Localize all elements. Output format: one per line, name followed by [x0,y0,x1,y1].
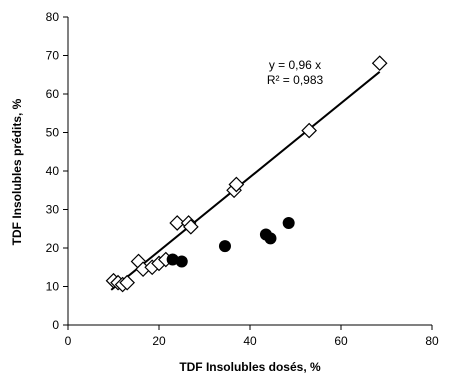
circle-point [264,232,277,245]
x-axis-ticks: 0 20 40 60 80 [65,325,439,348]
y-tick-label: 50 [46,126,60,140]
y-axis-ticks: 0 10 20 30 40 50 60 70 80 [46,10,68,332]
y-tick-label: 0 [52,318,59,332]
trendline [110,71,381,291]
x-tick-label: 20 [152,334,166,348]
trendline-group [110,71,381,291]
diamond-point [371,55,388,72]
y-tick-label: 80 [46,10,60,24]
equation-label: y = 0,96 x [269,58,321,72]
y-tick-label: 30 [46,203,60,217]
x-tick-label: 0 [65,334,72,348]
r-squared-label: R² = 0,983 [267,73,324,87]
circle-point [218,240,231,253]
diamond-point [169,215,186,231]
y-tick-label: 60 [46,87,60,101]
x-tick-label: 40 [243,334,257,348]
x-axis-title: TDF Insolubles dosés, % [179,360,321,374]
y-tick-label: 10 [46,280,60,294]
diamond-point [301,122,317,139]
x-tick-label: 80 [425,334,439,348]
circle-point [175,255,188,268]
diamond-point [228,176,245,193]
diamond-point [183,218,199,235]
y-tick-label: 40 [46,164,60,178]
x-tick-label: 60 [334,334,348,348]
y-tick-label: 20 [46,241,60,255]
diamond-point [119,274,135,291]
y-axis-title: TDF Insolubles prédits, % [10,98,24,245]
circle-point [282,216,295,229]
circle-point [166,253,179,266]
y-tick-label: 70 [46,49,60,63]
data-points [105,55,388,293]
